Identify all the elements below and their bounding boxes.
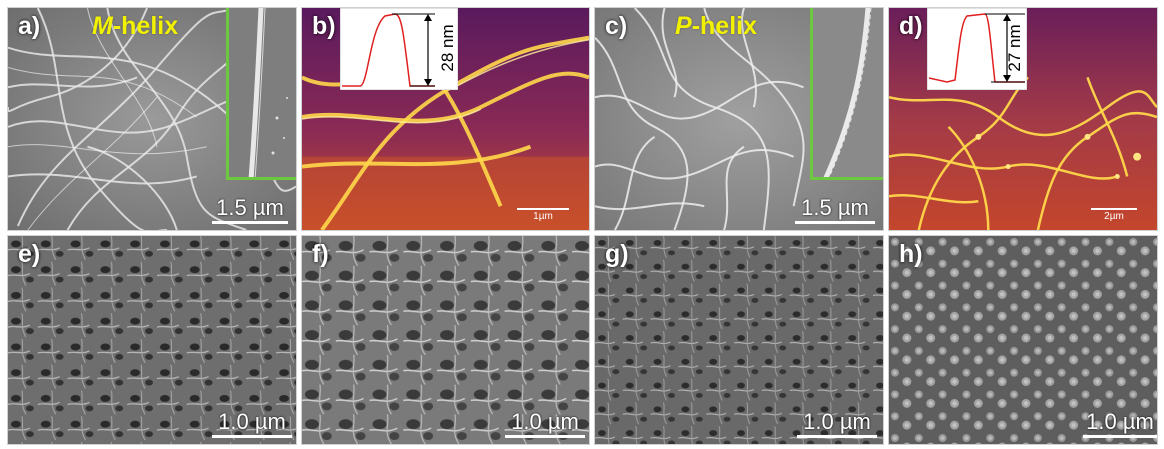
scale-bar-b-line — [517, 208, 569, 210]
inset-fiber — [823, 8, 872, 177]
scale-bar-a-text: 1.5 µm — [216, 195, 284, 220]
height-profile-b: 28 nm — [339, 8, 459, 91]
scale-bar-d-text: 2µm — [1104, 211, 1124, 222]
scale-bar-a-line — [212, 221, 288, 224]
afm-image — [302, 8, 589, 230]
helix-suffix: -helix — [112, 12, 179, 40]
height-value-d: 27 nm — [1005, 24, 1024, 72]
helix-suffix: -helix — [691, 12, 757, 40]
sem-inset-zoom — [810, 8, 883, 180]
scale-bar-c-text: 1.5 µm — [801, 195, 869, 220]
profile-plot-b — [339, 8, 459, 91]
sem-porous-image — [595, 236, 883, 444]
scale-bar-h: 1.0 µm — [1083, 411, 1157, 438]
panel-a-sem-m-helix: a) M-helix 1.5 µm — [7, 7, 297, 231]
inset-fiber — [248, 8, 288, 177]
sem-inset-zoom — [226, 8, 296, 180]
helix-label-p: P-helix — [675, 14, 757, 39]
panel-g-sem-porous: g) 1.0 µm — [594, 235, 884, 445]
scale-bar-d: 2µm — [1091, 208, 1137, 222]
panel-label-f: f) — [312, 240, 329, 268]
panel-label-c: c) — [605, 12, 628, 40]
panel-d-afm: 27 nm d) 2µm — [888, 7, 1158, 231]
scale-bar-e: 1.0 µm — [212, 411, 292, 438]
scale-bar-d-line — [1091, 208, 1137, 210]
height-value-b: 28 nm — [438, 24, 457, 72]
scale-bar-b-text: 1µm — [533, 211, 553, 222]
panel-label-g: g) — [605, 240, 629, 268]
helix-prefix: P — [675, 12, 692, 40]
scale-bar-h-text: 1.0 µm — [1086, 409, 1154, 434]
helix-label-m: M-helix — [92, 14, 178, 39]
scale-bar-g-text: 1.0 µm — [803, 409, 871, 434]
sem-porous-image — [8, 236, 296, 444]
panel-label-h: h) — [899, 240, 923, 268]
sem-porous-image — [889, 236, 1157, 444]
panel-label-d: d) — [899, 12, 923, 40]
scale-bar-g-line — [797, 435, 877, 438]
scale-bar-f-line — [505, 435, 585, 438]
scale-bar-h-line — [1083, 435, 1157, 438]
scale-bar-f-text: 1.0 µm — [511, 409, 579, 434]
helix-prefix: M — [92, 12, 113, 40]
scale-bar-f: 1.0 µm — [505, 411, 585, 438]
scale-bar-g: 1.0 µm — [797, 411, 877, 438]
panel-label-e: e) — [18, 240, 41, 268]
panel-c-sem-p-helix: c) P-helix 1.5 µm — [594, 7, 884, 231]
scale-bar-b: 1µm — [517, 208, 569, 222]
panel-f-sem-porous: f) 1.0 µm — [301, 235, 590, 445]
scale-bar-a: 1.5 µm — [212, 197, 288, 224]
scale-bar-c-line — [795, 221, 875, 224]
sem-porous-image — [302, 236, 589, 444]
scale-bar-c: 1.5 µm — [795, 197, 875, 224]
scale-bar-e-line — [212, 435, 292, 438]
scale-bar-e-text: 1.0 µm — [218, 409, 286, 434]
panel-label-b: b) — [312, 12, 336, 40]
height-profile-d: 27 nm — [926, 8, 1028, 91]
panel-b-afm: 28 nm b) 1µm — [301, 7, 590, 231]
panel-e-sem-porous: e) 1.0 µm — [7, 235, 297, 445]
panel-h-sem-porous: h) 1.0 µm — [888, 235, 1158, 445]
panel-label-a: a) — [18, 12, 41, 40]
